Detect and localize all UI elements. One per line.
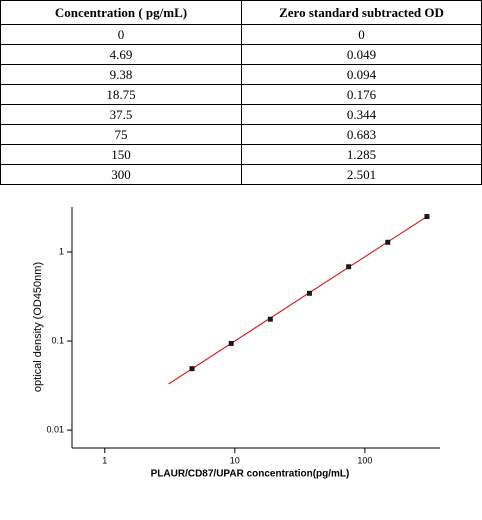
table-cell: 9.38 [0, 64, 242, 85]
data-point [189, 366, 195, 372]
table-cell: 1.285 [241, 144, 482, 165]
table-cell: 0.176 [241, 84, 482, 105]
data-point [306, 290, 312, 296]
table-cell: 75 [0, 124, 242, 145]
table-row: 18.75 0.176 [0, 84, 482, 105]
data-point [228, 340, 234, 346]
y-axis-label: optical density (OD450nm) [32, 262, 44, 392]
header-cell: Concentration ( pg/mL) [0, 0, 242, 25]
header-cell: Zero standard subtracted OD [241, 0, 482, 25]
x-tick-label: 100 [357, 455, 372, 465]
data-point [385, 239, 391, 245]
data-table: Concentration ( pg/mL) Zero standard sub… [0, 0, 482, 185]
table-cell: 0.049 [241, 44, 482, 65]
fit-line [168, 216, 428, 385]
y-tick-label: 1 [59, 246, 64, 256]
x-tick-label: 10 [230, 455, 240, 465]
table-cell: 300 [0, 164, 242, 185]
table-cell: 37.5 [0, 104, 242, 125]
table-cell: 0.344 [241, 104, 482, 125]
y-tick-label: 0.1 [51, 335, 64, 345]
table-row: 75 0.683 [0, 124, 482, 145]
table-row: 300 2.501 [0, 164, 482, 185]
table-cell: 0.683 [241, 124, 482, 145]
table-cell: 2.501 [241, 164, 482, 185]
y-tick-label: 0.01 [46, 425, 64, 435]
table-cell: 0 [241, 24, 482, 45]
data-point [424, 214, 430, 220]
chart: optical density (OD450nm) PLAUR/CD87/UPA… [32, 207, 440, 480]
data-point [346, 264, 352, 270]
table-row: 37.5 0.344 [0, 104, 482, 125]
table-row: 4.69 0.049 [0, 44, 482, 65]
x-tick-label: 1 [102, 455, 107, 465]
table-cell: 18.75 [0, 84, 242, 105]
x-axis-label: PLAUR/CD87/UPAR concentration(pg/mL) [151, 469, 350, 480]
table-row: 9.38 0.094 [0, 64, 482, 85]
header-row: Concentration ( pg/mL) Zero standard sub… [0, 0, 482, 25]
table-row: 150 1.285 [0, 144, 482, 165]
data-point [267, 316, 273, 322]
table-cell: 150 [0, 144, 242, 165]
table-cell: 0 [0, 24, 242, 45]
table-cell: 4.69 [0, 44, 242, 65]
table-cell: 0.094 [241, 64, 482, 85]
